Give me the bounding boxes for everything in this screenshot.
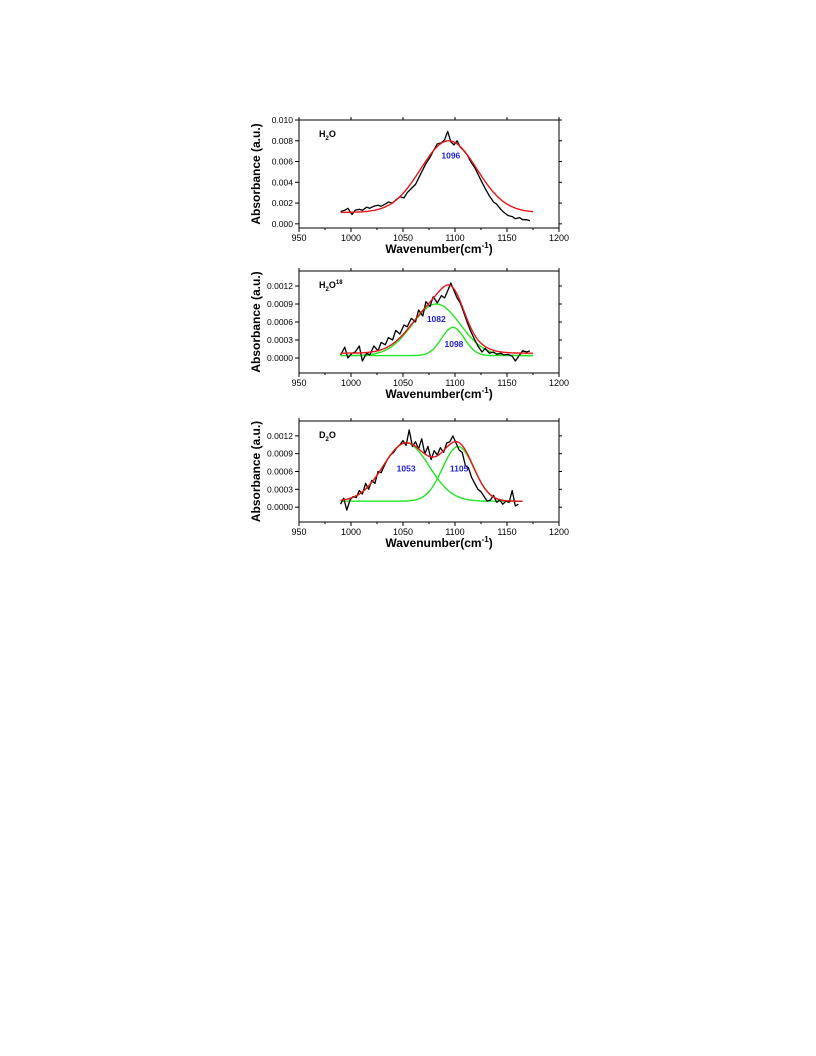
x-tick-label: 1100 xyxy=(445,527,464,537)
x-tick-label: 1150 xyxy=(497,233,516,243)
y-tick-label: 0.0003 xyxy=(267,484,293,494)
x-tick-label: 1150 xyxy=(497,527,516,537)
x-tick-label: 1200 xyxy=(549,527,569,537)
data-line xyxy=(340,282,531,362)
x-tick-label: 1100 xyxy=(445,378,464,388)
x-tick-label: 1000 xyxy=(341,527,361,537)
chart-panel-3: 950 1000 1050 1100 1150 1200 0.0000 0.0003 0.000… xyxy=(249,418,569,550)
y-tick-label: 0.002 xyxy=(272,198,294,208)
x-tick-label: 1050 xyxy=(393,378,413,388)
peak-label: 1098 xyxy=(444,339,463,349)
x-axis-title: Wavenumber(cm-1) xyxy=(385,535,492,550)
y-axis-title: Absorbance (a.u.) xyxy=(249,271,263,372)
y-tick-label: 0.0003 xyxy=(267,335,293,345)
y-tick-label: 0.0000 xyxy=(267,353,293,363)
y-tick-label: 0.006 xyxy=(272,157,294,167)
fit-line xyxy=(340,140,534,214)
component-line xyxy=(340,442,523,502)
y-tick-label: 0.004 xyxy=(272,177,294,187)
y-tick-label: 0.0009 xyxy=(267,449,293,459)
y-tick-label: 0.000 xyxy=(272,219,294,229)
x-tick-label: 1200 xyxy=(549,233,569,243)
y-tick-label: 0.0006 xyxy=(267,317,293,327)
y-tick-label: 0.0009 xyxy=(267,299,293,309)
y-tick-label: 0.0012 xyxy=(267,281,293,291)
x-tick-label: 1000 xyxy=(341,233,361,243)
plot-frame xyxy=(298,119,560,229)
peak-label: 1053 xyxy=(397,464,416,474)
peak-label: 1082 xyxy=(427,314,446,324)
data-line xyxy=(340,429,519,511)
data-line xyxy=(340,130,531,222)
y-tick-label: 0.008 xyxy=(272,136,294,146)
sample-label: D2O xyxy=(319,430,336,443)
y-tick-label: 0.010 xyxy=(272,115,294,125)
x-tick-label: 1200 xyxy=(549,378,569,388)
x-tick-label: 1100 xyxy=(445,233,464,243)
x-tick-label: 950 xyxy=(291,233,306,243)
x-axis-title: Wavenumber(cm-1) xyxy=(385,241,492,256)
chart-panel-2: 950 1000 1050 1100 1150 1200 0.0000 0.0003 0.000… xyxy=(249,268,569,401)
y-axis-title: Absorbance (a.u.) xyxy=(249,123,263,224)
x-tick-label: 950 xyxy=(291,378,306,388)
sample-label: H2O xyxy=(319,129,336,142)
chart-panel-1: 950 1000 1050 1100 1150 1200 0.000 0.002 0.004 0.… xyxy=(249,115,569,256)
x-axis-title: Wavenumber(cm-1) xyxy=(385,386,492,401)
plot-frame xyxy=(298,420,560,523)
x-tick-label: 1050 xyxy=(393,527,413,537)
fit-line xyxy=(340,284,533,354)
y-tick-label: 0.0000 xyxy=(267,502,293,512)
x-tick-label: 950 xyxy=(291,527,306,537)
x-tick-label: 1000 xyxy=(341,378,361,388)
component-line xyxy=(340,445,523,502)
x-tick-label: 1150 xyxy=(497,378,516,388)
component-line xyxy=(340,326,533,357)
peak-label: 1105 xyxy=(450,464,469,474)
y-tick-label: 0.0006 xyxy=(267,467,293,477)
y-axis-title: Absorbance (a.u.) xyxy=(249,421,263,522)
sample-label: H2O18 xyxy=(319,280,343,293)
y-tick-label: 0.0012 xyxy=(267,431,293,441)
component-line xyxy=(340,303,533,357)
peak-label: 1096 xyxy=(441,150,460,160)
fit-line xyxy=(340,440,523,502)
x-tick-label: 1050 xyxy=(393,233,413,243)
